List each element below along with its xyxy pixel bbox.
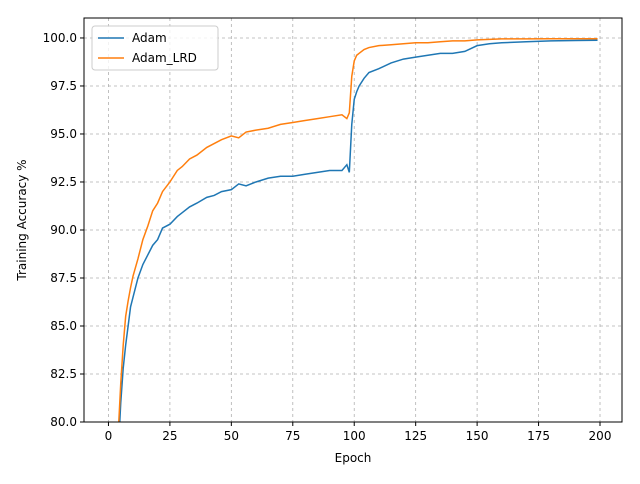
x-axis-label: Epoch <box>335 451 372 465</box>
x-tick-label: 50 <box>224 429 239 443</box>
y-tick-label: 100.0 <box>43 31 77 45</box>
y-tick-label: 95.0 <box>50 127 77 141</box>
x-tick-label: 100 <box>343 429 366 443</box>
x-tick-label: 125 <box>404 429 427 443</box>
x-tick-label: 150 <box>466 429 489 443</box>
legend-box <box>91 25 219 71</box>
legend-label: Adam <box>132 31 167 45</box>
line <box>119 39 598 422</box>
y-tick-label: 82.5 <box>50 367 77 381</box>
y-tick-label: 80.0 <box>50 415 77 429</box>
line <box>118 37 598 422</box>
y-tick-label: 92.5 <box>50 175 77 189</box>
y-tick-label: 90.0 <box>50 223 77 237</box>
y-tick-label: 85.0 <box>50 319 77 333</box>
x-tick-label: 75 <box>285 429 300 443</box>
x-tick-label: 25 <box>162 429 177 443</box>
y-tick-label: 97.5 <box>50 79 77 93</box>
plot-area <box>118 37 598 422</box>
y-axis-label: Training Accuracy % <box>15 159 29 281</box>
axes-frame <box>83 17 623 423</box>
x-tick-label: 175 <box>527 429 550 443</box>
x-tick-label: 200 <box>589 429 612 443</box>
legend-label: Adam_LRD <box>132 51 197 65</box>
y-tick-label: 87.5 <box>50 271 77 285</box>
x-tick-label: 0 <box>105 429 113 443</box>
